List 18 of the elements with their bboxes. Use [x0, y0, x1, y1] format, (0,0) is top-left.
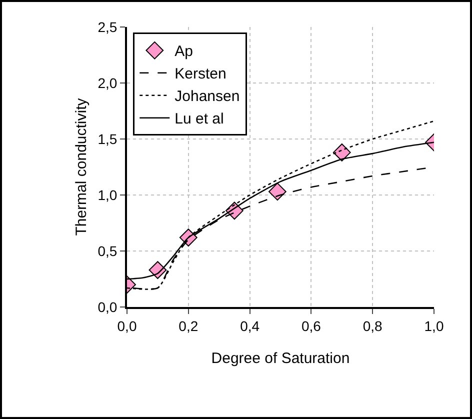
y-tick-label: 0,5	[98, 242, 118, 259]
x-tick-label: 0,6	[301, 318, 322, 334]
legend-label: Lu et al	[174, 110, 224, 128]
y-tick-label: 2,5	[98, 18, 118, 35]
x-tick-label: 0,2	[178, 318, 198, 334]
y-tick-label: 1,5	[98, 130, 118, 147]
legend-label: Johansen	[174, 88, 240, 106]
x-tick-label: 0,8	[362, 318, 383, 334]
y-axis-title: Thermal conductivity	[73, 98, 90, 236]
y-tick-label: 1,0	[98, 186, 118, 203]
legend-label: Kersten	[174, 66, 226, 83]
y-tick-label: 0,0	[98, 298, 118, 315]
x-tick-label: 0,4	[240, 318, 260, 334]
x-tick-label: 0,0	[117, 318, 137, 334]
x-axis-title: Degree of Saturation	[211, 350, 350, 367]
legend-label: Ap	[174, 43, 193, 60]
x-tick-label: 1,0	[424, 318, 444, 334]
y-tick-label: 2,0	[98, 74, 118, 91]
